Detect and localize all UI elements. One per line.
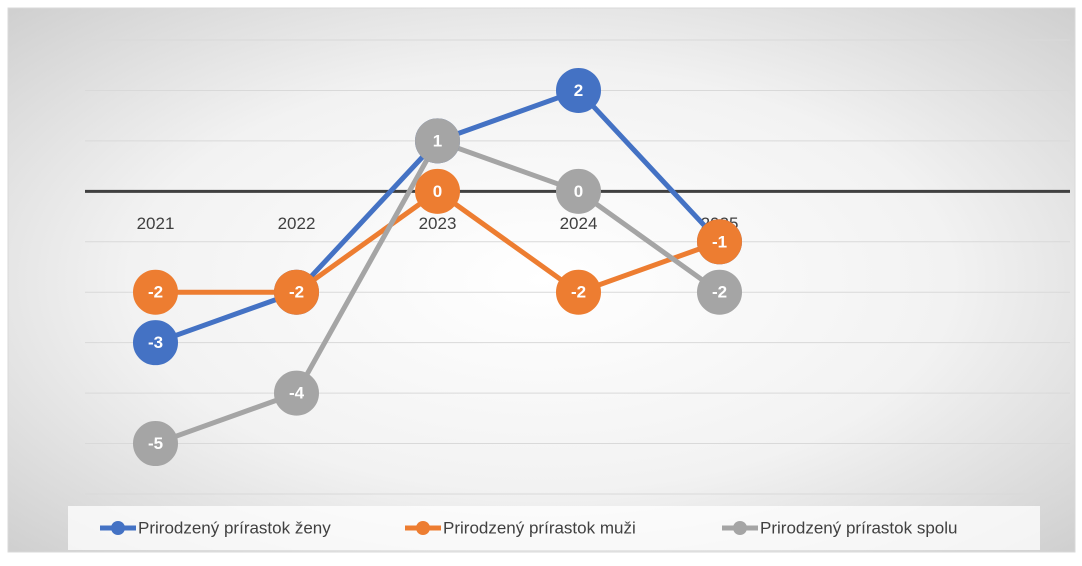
point-marker [415,118,460,164]
legend-box [68,506,1040,550]
data-label: -2 [571,283,586,302]
data-label: -2 [148,283,163,302]
x-tick-label: 2023 [419,214,457,233]
point-marker [697,269,742,315]
plot: -3-212-1-2-20-2-1-5-410-2 [133,67,742,467]
legend-swatch-marker [416,521,430,535]
point-marker [274,269,319,315]
point-marker [556,67,601,113]
data-label: -2 [289,283,304,302]
x-tick-label: 2022 [278,214,316,233]
legend-swatch-marker [111,521,125,535]
data-label: 0 [574,182,583,201]
data-label: -3 [148,333,163,352]
data-label: -2 [712,283,727,302]
data-label: -4 [289,384,305,403]
point-marker [556,168,601,214]
data-label: -1 [712,232,727,251]
point-marker [697,219,742,265]
legend-label: Prirodzený prírastok ženy [138,518,331,537]
point-marker [274,370,319,416]
point-marker [556,269,601,315]
legend-label: Prirodzený prírastok muži [443,518,636,537]
data-label: 2 [574,81,583,100]
x-tick-label: 2021 [137,214,175,233]
data-label: 1 [433,131,442,150]
legend: Prirodzený prírastok ženy Prirodzený prír… [100,518,957,537]
data-label: 0 [433,182,442,201]
legend-label: Prirodzený prírastok spolu [760,518,957,537]
x-tick-label: 2024 [560,214,598,233]
point-marker [415,168,460,214]
data-label: -5 [148,434,163,453]
point-marker [133,421,178,467]
point-marker [133,269,178,315]
point-marker [133,320,178,366]
legend-swatch-marker [733,521,747,535]
chart-background [7,7,1076,553]
